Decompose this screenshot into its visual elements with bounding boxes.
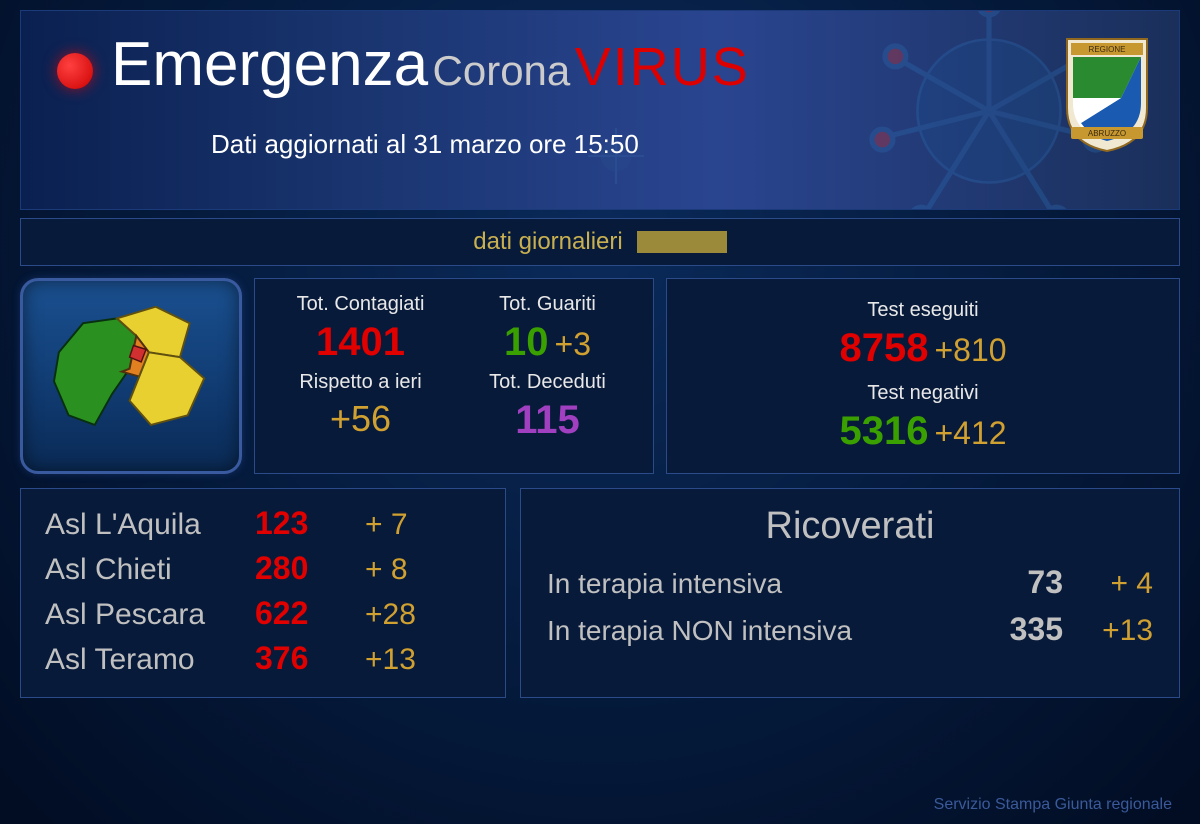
svg-text:ABRUZZO: ABRUZZO <box>1088 129 1126 138</box>
daily-data-bar: dati giornalieri <box>20 218 1180 266</box>
non-intensiva-label: In terapia NON intensiva <box>547 615 983 647</box>
intensiva-value: 73 <box>983 564 1063 601</box>
asl-row: Asl L'Aquila 123 + 7 <box>45 505 481 542</box>
title: Emergenza Corona VIRUS <box>111 29 750 100</box>
title-corona: Corona <box>433 47 571 94</box>
asl-delta: +28 <box>365 598 416 632</box>
test-eseguiti-label: Test eseguiti <box>679 299 1167 322</box>
intensiva-label: In terapia intensiva <box>547 568 983 600</box>
asl-name: Asl Chieti <box>45 553 255 587</box>
test-negativi-value: 5316 <box>839 409 928 453</box>
non-intensiva-value: 335 <box>983 611 1063 648</box>
asl-value: 622 <box>255 595 365 632</box>
test-eseguiti-value: 8758 <box>839 326 928 370</box>
contagiati-label: Tot. Contagiati <box>267 293 454 316</box>
abruzzo-map-icon <box>44 299 219 454</box>
tests-panel: Test eseguiti 8758+810 Test negativi 531… <box>666 278 1180 474</box>
ricoverati-row: In terapia intensiva 73 + 4 <box>547 564 1153 601</box>
asl-row: Asl Teramo 376 +13 <box>45 640 481 677</box>
alert-dot-icon <box>57 53 93 89</box>
test-eseguiti-delta: +810 <box>934 332 1006 368</box>
deceduti-value: 115 <box>454 398 641 443</box>
ricoverati-title: Ricoverati <box>547 505 1153 548</box>
ricoverati-panel: Ricoverati In terapia intensiva 73 + 4 I… <box>520 488 1180 698</box>
asl-row: Asl Chieti 280 + 8 <box>45 550 481 587</box>
rispetto-label: Rispetto a ieri <box>267 371 454 394</box>
header-banner: Emergenza Corona VIRUS Dati aggiornati a… <box>20 10 1180 210</box>
asl-delta: + 7 <box>365 508 408 542</box>
asl-name: Asl Pescara <box>45 598 255 632</box>
guariti-label: Tot. Guariti <box>454 293 641 316</box>
region-map-panel <box>20 278 242 474</box>
ricoverati-row: In terapia NON intensiva 335 +13 <box>547 611 1153 648</box>
daily-label: dati giornalieri <box>473 228 622 256</box>
asl-value: 123 <box>255 505 365 542</box>
contagiati-value: 1401 <box>267 320 454 365</box>
asl-name: Asl Teramo <box>45 643 255 677</box>
intensiva-delta: + 4 <box>1063 567 1153 601</box>
asl-value: 376 <box>255 640 365 677</box>
update-timestamp: Dati aggiornati al 31 marzo ore 15:50 <box>211 129 639 160</box>
regione-abruzzo-shield-icon: REGIONE ABRUZZO <box>1061 33 1153 153</box>
test-negativi-label: Test negativi <box>679 382 1167 405</box>
guariti-delta: +3 <box>555 326 591 362</box>
deceduti-label: Tot. Deceduti <box>454 371 641 394</box>
title-emergenza: Emergenza <box>111 30 428 99</box>
asl-delta: +13 <box>365 643 416 677</box>
footer-credit: Servizio Stampa Giunta regionale <box>934 796 1172 814</box>
asl-delta: + 8 <box>365 553 408 587</box>
title-virus: VIRUS <box>575 37 750 97</box>
daily-swatch <box>637 231 727 253</box>
totals-panel: Tot. Contagiati 1401 Rispetto a ieri +56… <box>254 278 654 474</box>
svg-text:REGIONE: REGIONE <box>1089 45 1126 54</box>
asl-row: Asl Pescara 622 +28 <box>45 595 481 632</box>
asl-value: 280 <box>255 550 365 587</box>
test-negativi-delta: +412 <box>934 415 1006 451</box>
asl-panel: Asl L'Aquila 123 + 7 Asl Chieti 280 + 8 … <box>20 488 506 698</box>
asl-name: Asl L'Aquila <box>45 508 255 542</box>
rispetto-value: +56 <box>267 398 454 440</box>
guariti-value: 10 <box>504 320 549 364</box>
non-intensiva-delta: +13 <box>1063 614 1153 648</box>
